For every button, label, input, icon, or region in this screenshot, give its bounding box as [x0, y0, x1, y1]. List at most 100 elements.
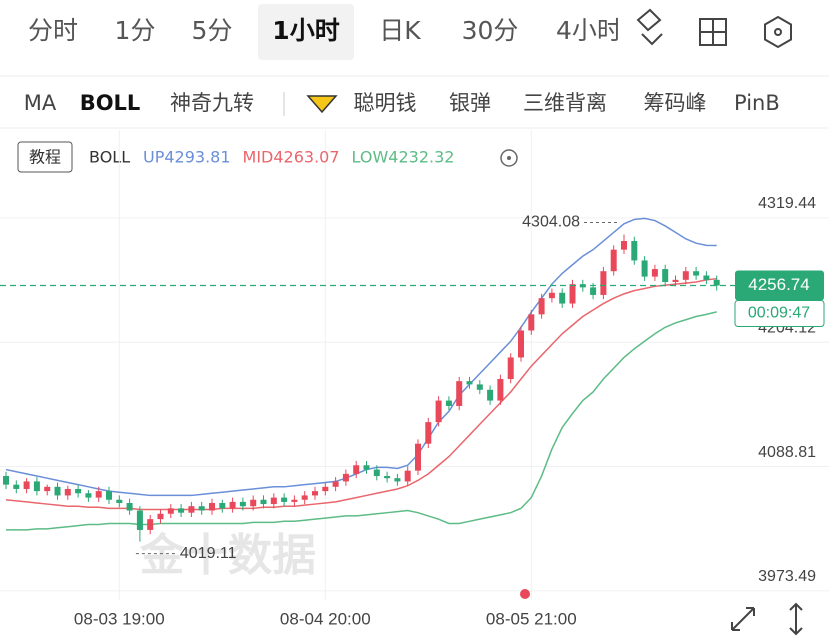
candle-body	[75, 488, 82, 494]
candle-body	[353, 465, 360, 474]
candle-body	[651, 269, 658, 277]
candle-body	[548, 292, 555, 299]
candle-body	[157, 513, 164, 520]
indicator[interactable]: 银弹	[449, 91, 491, 115]
candle-body	[466, 381, 473, 385]
candle-body	[373, 469, 380, 477]
tab[interactable]: 30分	[462, 16, 519, 45]
indicator[interactable]: 筹码峰	[644, 91, 707, 115]
candle-body	[404, 470, 411, 482]
candle-body	[538, 298, 545, 315]
tab[interactable]: 5分	[192, 16, 233, 45]
candle-body	[260, 499, 267, 505]
candle-body	[239, 501, 246, 507]
y-tick-label: 4088.81	[758, 444, 816, 461]
legend-entry: LOW4232.32	[352, 148, 455, 167]
candle-body	[507, 357, 514, 380]
eye-icon-dot	[507, 156, 511, 160]
candle-body	[198, 506, 205, 511]
tutorial-box[interactable]	[17, 141, 73, 173]
event-dot[interactable]	[520, 589, 530, 599]
indicator[interactable]: BOLL	[80, 91, 141, 115]
candle-body	[497, 379, 504, 401]
candle-body	[219, 502, 226, 509]
smart-money-icon	[306, 95, 338, 114]
candle-body	[95, 491, 102, 498]
candle-body	[487, 389, 494, 401]
candle-body	[44, 486, 51, 492]
tab[interactable]: 1分	[115, 16, 156, 45]
candle-body	[54, 486, 61, 496]
candle-body	[641, 260, 648, 277]
tab[interactable]: 分时	[28, 16, 78, 45]
candle-body	[322, 486, 329, 492]
tab[interactable]: 1小时	[272, 16, 339, 45]
candle-body	[600, 271, 607, 295]
countdown-box	[734, 300, 825, 328]
candle-body	[147, 519, 154, 530]
indicator[interactable]: MA	[24, 91, 57, 115]
candle-body	[342, 473, 349, 482]
indicator[interactable]: 神奇九转	[170, 91, 254, 115]
candle-body	[332, 481, 339, 487]
watermark: 金十数据	[139, 530, 316, 581]
indicator[interactable]: 聪明钱	[354, 91, 417, 115]
vertical-scale-icon[interactable]	[789, 602, 803, 636]
indicator[interactable]: 三维背离	[523, 91, 607, 115]
candle-body	[476, 384, 483, 390]
band-line	[5, 217, 717, 497]
candle-body	[281, 497, 288, 502]
indicator[interactable]: PinB	[734, 91, 780, 115]
candle-body	[136, 510, 143, 530]
price-label: 4256.74	[748, 275, 809, 294]
max-label: 4304.08	[522, 214, 580, 231]
eye-icon[interactable]	[500, 149, 518, 167]
countdown: 00:09:47	[748, 305, 810, 322]
candle-body	[291, 499, 298, 502]
candle-body	[188, 506, 195, 513]
candle-body	[425, 422, 432, 444]
candle-body	[64, 488, 71, 496]
tab[interactable]: 日K	[379, 16, 421, 45]
x-tick-label: 08-05 21:00	[486, 609, 577, 628]
y-tick-label: 4319.44	[758, 195, 816, 212]
candle-body	[270, 497, 277, 505]
candle-body	[178, 508, 185, 513]
min-label: 4019.11	[180, 545, 237, 562]
settings-icon-dot	[774, 28, 782, 36]
indicator-name: BOLL	[89, 148, 130, 167]
candle-body	[13, 484, 20, 489]
candle-body	[363, 465, 370, 470]
candle-body	[590, 287, 597, 295]
candle-body	[85, 493, 92, 498]
candle-body	[528, 314, 535, 331]
candle-body	[610, 249, 617, 272]
draw-icon[interactable]	[636, 8, 663, 46]
candle-body	[559, 292, 566, 304]
candle-body	[435, 400, 442, 423]
candle-body	[116, 499, 123, 503]
candle-body	[672, 279, 679, 282]
tutorial[interactable]: 教程	[29, 148, 61, 167]
tab-selected-bg	[258, 4, 354, 60]
settings-icon[interactable]	[764, 15, 792, 49]
candle-body	[703, 275, 710, 280]
candle-body	[209, 502, 215, 511]
candle-body	[3, 476, 9, 485]
candle-body	[250, 499, 257, 507]
candle-body	[569, 284, 576, 304]
candle-body	[682, 271, 689, 280]
candle-body	[229, 501, 236, 509]
band-line	[5, 277, 717, 511]
candle-body	[631, 241, 638, 261]
candle-body	[394, 478, 401, 482]
candle-body	[301, 495, 308, 500]
candle-body	[384, 476, 391, 479]
expand-icon[interactable]	[731, 607, 755, 631]
y-tick-label: 3973.49	[758, 568, 816, 585]
legend-entry: MID4263.07	[243, 148, 340, 167]
candle-body	[106, 491, 112, 500]
candle-body	[445, 400, 452, 406]
tab[interactable]: 4小时	[556, 16, 622, 45]
